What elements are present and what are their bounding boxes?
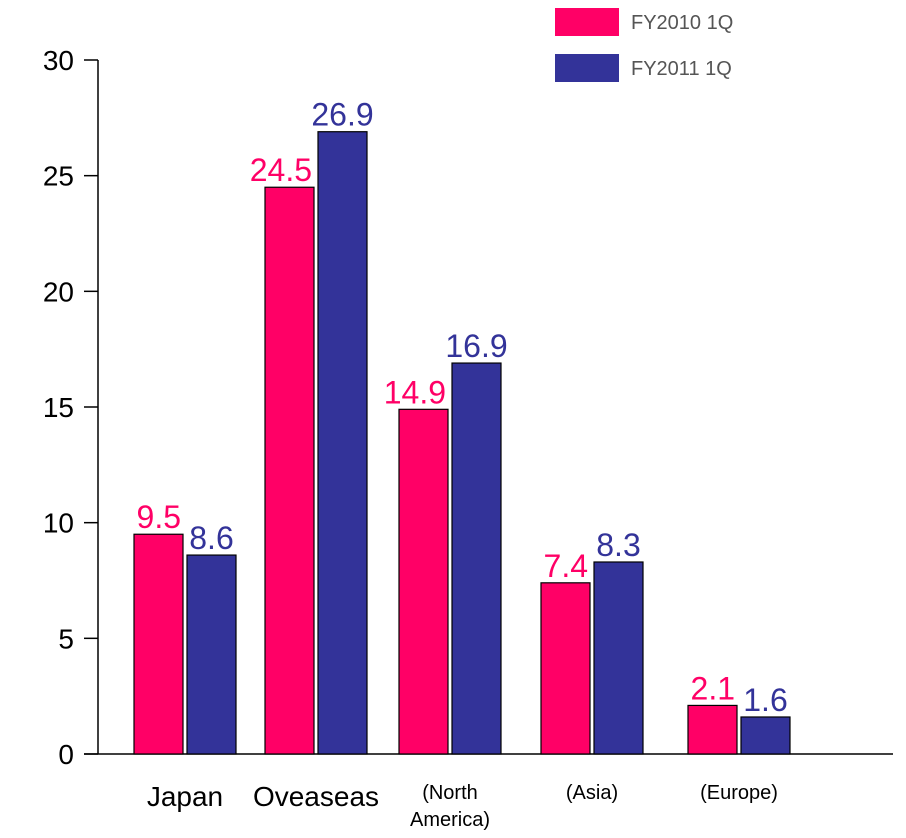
legend-label: FY2010 1Q xyxy=(631,12,733,34)
bar-fy2011-3 xyxy=(593,561,644,755)
bar-fy2010-3 xyxy=(540,582,591,755)
data-label: 2.1 xyxy=(691,670,735,706)
category-label: (Europe) xyxy=(700,782,778,804)
data-label: 16.9 xyxy=(445,328,507,364)
value-labels: 9.5 24.5 14.9 7.4 2.1 8.6 26.9 16.9 8.3 1.6 xyxy=(137,97,788,718)
y-tick-label: 25 xyxy=(43,161,74,192)
bar-fy2010-1 xyxy=(264,186,315,755)
bar-fy2010-4 xyxy=(687,704,738,755)
bar-fy2011-4 xyxy=(740,716,791,755)
category-label: Japan xyxy=(147,781,223,812)
bar-fy2010-0 xyxy=(133,533,184,755)
y-tick-label: 15 xyxy=(43,392,74,423)
data-label: 8.6 xyxy=(189,520,233,556)
data-label: 24.5 xyxy=(250,152,312,188)
bars xyxy=(133,131,791,755)
data-label: 1.6 xyxy=(743,682,787,718)
data-label: 26.9 xyxy=(311,97,373,133)
category-label: (North xyxy=(422,782,478,804)
data-label: 9.5 xyxy=(137,499,181,535)
data-label: 14.9 xyxy=(384,374,446,410)
legend-swatch xyxy=(555,54,619,82)
data-label: 8.3 xyxy=(596,527,640,563)
y-tick-label: 10 xyxy=(43,508,74,539)
bar-fy2011-1 xyxy=(317,131,368,755)
y-tick-label: 5 xyxy=(58,623,74,654)
category-labels: Japan Oveaseas (North America) (Asia) (Europe… xyxy=(147,781,778,831)
category-label: (Asia) xyxy=(566,782,618,804)
legend-label: FY2011 1Q xyxy=(631,58,732,80)
category-label: America) xyxy=(410,809,490,831)
bar-fy2011-2 xyxy=(451,362,502,755)
category-label: Oveaseas xyxy=(253,781,379,812)
axes: 0 5 10 15 20 25 30 xyxy=(43,45,893,770)
bar-fy2010-2 xyxy=(398,408,449,755)
data-label: 7.4 xyxy=(544,548,588,584)
y-tick-label: 0 xyxy=(58,739,74,770)
legend: FY2010 1Q FY2011 1Q xyxy=(555,8,733,82)
bar-fy2011-0 xyxy=(186,554,237,755)
y-tick-label: 20 xyxy=(43,276,74,307)
legend-swatch xyxy=(555,8,619,36)
y-tick-label: 30 xyxy=(43,45,74,76)
